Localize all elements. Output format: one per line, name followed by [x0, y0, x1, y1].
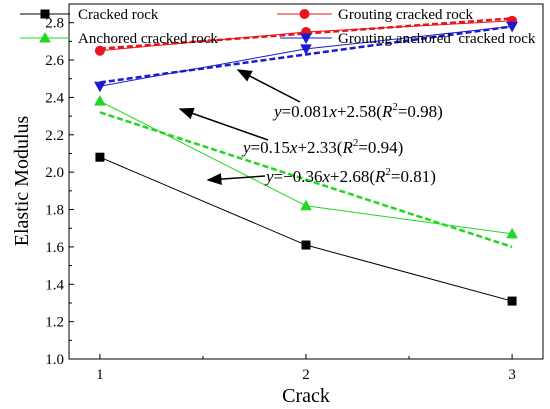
legend: Cracked rock Grouting cracked rock Anchore…: [20, 7, 536, 47]
fit-equation: y=0.15x+2.33(R2=0.94): [241, 137, 403, 157]
x-axis-title: Crack: [282, 385, 330, 407]
annotation-arrow: [178, 107, 269, 141]
y-tick-label: 1.8: [45, 203, 64, 219]
legend-label: Anchored cracked rock: [78, 31, 218, 47]
data-point: [506, 21, 518, 33]
data-point: [300, 199, 312, 211]
legend-swatch-marker: [300, 33, 312, 45]
y-axis-title: Elastic Modulus: [11, 116, 33, 247]
plot-area: 1.0 1.2 1.4 1.6 1.8 2.0 2.2 2.4 2.6 2.8 1 2 3 y=0.0…: [20, 3, 544, 383]
y-tick-label: 2.2: [45, 128, 64, 144]
data-point: [95, 152, 105, 162]
fit-equation: y=−0.36x+2.68(R2=0.81): [264, 166, 436, 186]
series-lines: [99, 20, 513, 302]
data-point: [506, 227, 518, 239]
data-point: [301, 240, 311, 250]
legend-item: Grouting cracked rock: [277, 7, 473, 23]
x-tick-label: 2: [302, 367, 310, 383]
legend-label: Grouting cracked rock: [338, 7, 473, 23]
y-tick-label: 2.6: [45, 53, 64, 69]
legend-swatch-marker: [39, 31, 51, 43]
y-tick-label: 1.2: [45, 315, 64, 331]
data-point: [507, 296, 517, 306]
legend-label: Grouting anchored cracked rock: [338, 31, 536, 47]
legend-label: Cracked rock: [78, 7, 159, 23]
y-tick-label: 1.6: [45, 240, 64, 256]
y-tick-label: 1.4: [45, 277, 64, 293]
x-axis: 1 2 3: [96, 354, 516, 383]
y-tick-label: 2.0: [45, 165, 64, 181]
annotation-arrow: [236, 69, 301, 103]
legend-swatch-marker: [40, 9, 50, 19]
legend-item: Cracked rock: [20, 7, 159, 23]
legend-item: Anchored cracked rock: [20, 31, 218, 47]
x-tick-label: 1: [96, 367, 104, 383]
annotation-arrow: [206, 173, 266, 186]
fit-line: [99, 17, 513, 50]
data-point: [94, 45, 105, 56]
data-point: [94, 81, 106, 93]
y-tick-label: 1.0: [45, 352, 64, 368]
x-tick-label: 3: [508, 367, 516, 383]
data-point: [300, 44, 312, 55]
fit-annotations: y=0.081x+2.58(R2=0.98) y=0.15x+2.33(R2=0.…: [178, 69, 443, 186]
fit-equation: y=0.081x+2.58(R2=0.98): [272, 101, 443, 121]
y-tick-label: 2.4: [45, 90, 64, 106]
y-axis: 1.0 1.2 1.4 1.6 1.8 2.0 2.2 2.4 2.6 2.8: [45, 16, 74, 368]
data-point: [94, 95, 106, 106]
series-markers: [94, 15, 518, 306]
legend-item: Grouting anchored cracked rock: [280, 31, 536, 47]
legend-swatch-marker: [299, 9, 310, 19]
y-tick-label: 2.8: [45, 16, 64, 32]
